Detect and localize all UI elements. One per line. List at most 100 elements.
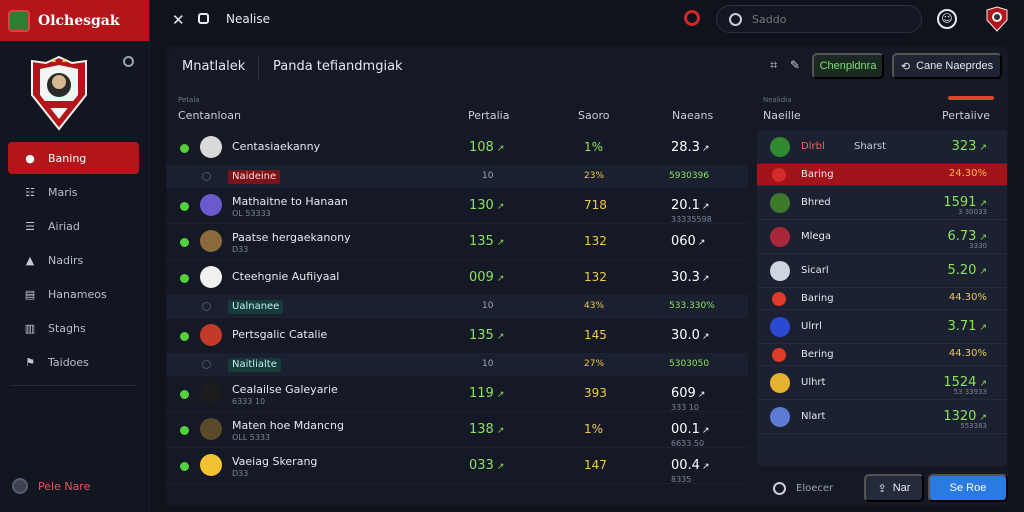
right-header-points[interactable]: Pertaiive bbox=[942, 109, 990, 122]
grid-icon[interactable]: ⌗ bbox=[770, 58, 778, 73]
sidebar-item-5[interactable]: ▥ Staghs bbox=[8, 312, 139, 344]
trend-icon: ↗ bbox=[701, 202, 710, 212]
close-icon[interactable]: ✕ bbox=[172, 11, 185, 29]
margin-value: 20.1 bbox=[671, 198, 700, 213]
sidebar-item-4[interactable]: ▤ Hanameos bbox=[8, 278, 139, 310]
sidebar-item-3[interactable]: ▲ Nadirs bbox=[8, 244, 139, 276]
player-sub: OL 53333 bbox=[232, 209, 271, 218]
points-cell: 009 ↗ bbox=[469, 270, 504, 285]
secondary-button[interactable]: ⇪ Nar bbox=[864, 474, 924, 502]
page-title: Mnatlalek bbox=[182, 59, 246, 74]
right-list-item[interactable]: Baring 44.30% bbox=[757, 288, 1007, 310]
team-name: Baring bbox=[801, 169, 834, 180]
table-row[interactable]: Pertsgalic Catalie 135 ↗ 145 30.0 ↗ bbox=[166, 318, 748, 354]
title-divider bbox=[258, 56, 259, 80]
group-tag: Ualnanee bbox=[228, 300, 284, 314]
team-value-sub: 3330 bbox=[969, 242, 987, 250]
sidebar-item-6[interactable]: ⚑ Taidoes bbox=[8, 346, 139, 378]
table-row[interactable]: Vaeiag Skerang D33 033 ↗ 147 00.4 ↗ 8335 bbox=[166, 448, 748, 484]
right-list-item[interactable]: Dlrbl Sharst 323 ↗ bbox=[757, 130, 1007, 164]
settings-gear-icon[interactable] bbox=[123, 56, 134, 67]
sidebar-nav: ● Baning ☷ Maris ☰ Airiad ▲ Nadirs ▤ Han… bbox=[8, 142, 139, 380]
table-row[interactable]: Naitlialte 10 27% 5303050 bbox=[166, 354, 748, 376]
window-icon[interactable] bbox=[198, 13, 209, 24]
search-red-icon[interactable] bbox=[684, 10, 700, 26]
right-header-team[interactable]: Naeille bbox=[763, 109, 801, 122]
player-sub: OLL 5333 bbox=[232, 433, 271, 442]
player-avatar bbox=[200, 266, 222, 288]
points-value: 108 bbox=[469, 140, 494, 155]
column-header-player[interactable]: Centanloan bbox=[178, 109, 241, 122]
points-cell: 10 bbox=[482, 301, 494, 311]
points-cell: 138 ↗ bbox=[469, 422, 504, 437]
column-header-margin[interactable]: Naeans bbox=[672, 109, 714, 122]
trend-up-icon: ↗ bbox=[979, 143, 987, 153]
team-value: 44.30% bbox=[948, 348, 987, 359]
brand-bar[interactable]: Olchesgak bbox=[0, 0, 149, 41]
search-box[interactable] bbox=[716, 5, 922, 33]
green-action-button[interactable]: Chenpldnra bbox=[812, 53, 884, 79]
document-icon: ▤ bbox=[24, 287, 36, 301]
status-idle-icon bbox=[202, 172, 211, 181]
team-value-sub: 553383 bbox=[960, 422, 987, 430]
team-value-cell: 323 ↗ bbox=[952, 139, 987, 154]
column-header-points[interactable]: Pertalia bbox=[468, 109, 510, 122]
table-row[interactable]: Cealailse Galeyarie 6333 10 119 ↗ 393 609 ↗ 333… bbox=[166, 376, 748, 412]
table-row[interactable]: Naideine 10 23% 5930396 bbox=[166, 166, 748, 188]
table-row[interactable]: Mathaitne to Hanaan OL 53333 130 ↗ 718 20.1 ↗ 3… bbox=[166, 188, 748, 224]
share-icon: ⇪ bbox=[877, 482, 887, 495]
table-small-heading: Petala bbox=[178, 96, 200, 104]
score-cell: 718 bbox=[584, 198, 607, 212]
right-list-item[interactable]: Sicarl 5.20 ↗ bbox=[757, 254, 1007, 288]
accent-bar bbox=[948, 96, 994, 100]
status-online-icon bbox=[180, 426, 189, 435]
right-list-item[interactable]: Ulrrl 3.71 ↗ bbox=[757, 310, 1007, 344]
table-row[interactable]: Cteehgnie Aufiiyaal 009 ↗ 132 30.3 ↗ bbox=[166, 260, 748, 296]
team-badge-icon bbox=[770, 261, 790, 281]
right-list-item[interactable]: Bering 44.30% bbox=[757, 344, 1007, 366]
standings-table: Centasiaekanny 108 ↗ 1% 28.3 ↗ Naideine 10 23% 59… bbox=[166, 130, 748, 484]
dark-action-button[interactable]: ⟲ Cane Naeprdes bbox=[892, 53, 1002, 79]
team-name: Dlrbl bbox=[801, 141, 825, 152]
score-cell: 132 bbox=[584, 234, 607, 248]
table-row[interactable]: Ualnanee 10 43% 533.330% bbox=[166, 296, 748, 318]
team-value-sub: 53 33933 bbox=[953, 388, 987, 396]
refresh-icon: ⟲ bbox=[900, 60, 911, 73]
column-header-score[interactable]: Saoro bbox=[578, 109, 610, 122]
search-input[interactable] bbox=[752, 12, 892, 26]
team-value-cell: 1320 ↗ 553383 bbox=[943, 409, 987, 430]
table-row[interactable]: Paatse hergaekanony D33 135 ↗ 132 060 ↗ bbox=[166, 224, 748, 260]
warning-icon: ▲ bbox=[25, 253, 35, 267]
points-value: 135 bbox=[469, 328, 494, 343]
right-list-item[interactable]: Baring 24.30% bbox=[757, 164, 1007, 186]
info-circle-icon[interactable] bbox=[773, 482, 786, 495]
table-row[interactable]: Centasiaekanny 108 ↗ 1% 28.3 ↗ bbox=[166, 130, 748, 166]
points-value: 130 bbox=[469, 198, 494, 213]
sidebar-item-0[interactable]: ● Baning bbox=[8, 142, 139, 174]
team-name: Mlega bbox=[801, 231, 832, 242]
points-value: 138 bbox=[469, 422, 494, 437]
edit-icon[interactable]: ✎ bbox=[790, 58, 801, 72]
right-list-item[interactable]: Mlega 6.73 ↗ 3330 bbox=[757, 220, 1007, 254]
emoji-icon[interactable]: ☺ bbox=[937, 9, 957, 29]
player-avatar bbox=[200, 136, 222, 158]
margin-sub: 33335598 bbox=[671, 215, 712, 224]
margin-value: 00.4 bbox=[671, 458, 700, 473]
sidebar-item-1[interactable]: ☷ Maris bbox=[8, 176, 139, 208]
brand-title: Olchesgak bbox=[38, 12, 120, 29]
sidebar-item-2[interactable]: ☰ Airiad bbox=[8, 210, 139, 242]
dark-action-label: Cane Naeprdes bbox=[916, 60, 994, 72]
status-online-icon bbox=[180, 144, 189, 153]
status-online-icon bbox=[180, 238, 189, 247]
profile-crest-icon[interactable] bbox=[986, 6, 1008, 32]
trend-up-icon: ↗ bbox=[979, 233, 987, 243]
team-value: 6.73 bbox=[947, 229, 977, 244]
right-list-item[interactable]: Ulhrt 1524 ↗ 53 33933 bbox=[757, 366, 1007, 400]
primary-button[interactable]: Se Roe bbox=[928, 474, 1008, 502]
right-list-item[interactable]: Bhred 1591 ↗ 3 30033 bbox=[757, 186, 1007, 220]
table-row[interactable]: Maten hoe Mdancng OLL 5333 138 ↗ 1% 00.1 ↗ 6633… bbox=[166, 412, 748, 448]
right-list-item[interactable]: Nlart 1320 ↗ 553383 bbox=[757, 400, 1007, 434]
list-icon: ☰ bbox=[25, 219, 35, 233]
sidebar-footer-link[interactable]: Pele Nare bbox=[12, 478, 90, 494]
